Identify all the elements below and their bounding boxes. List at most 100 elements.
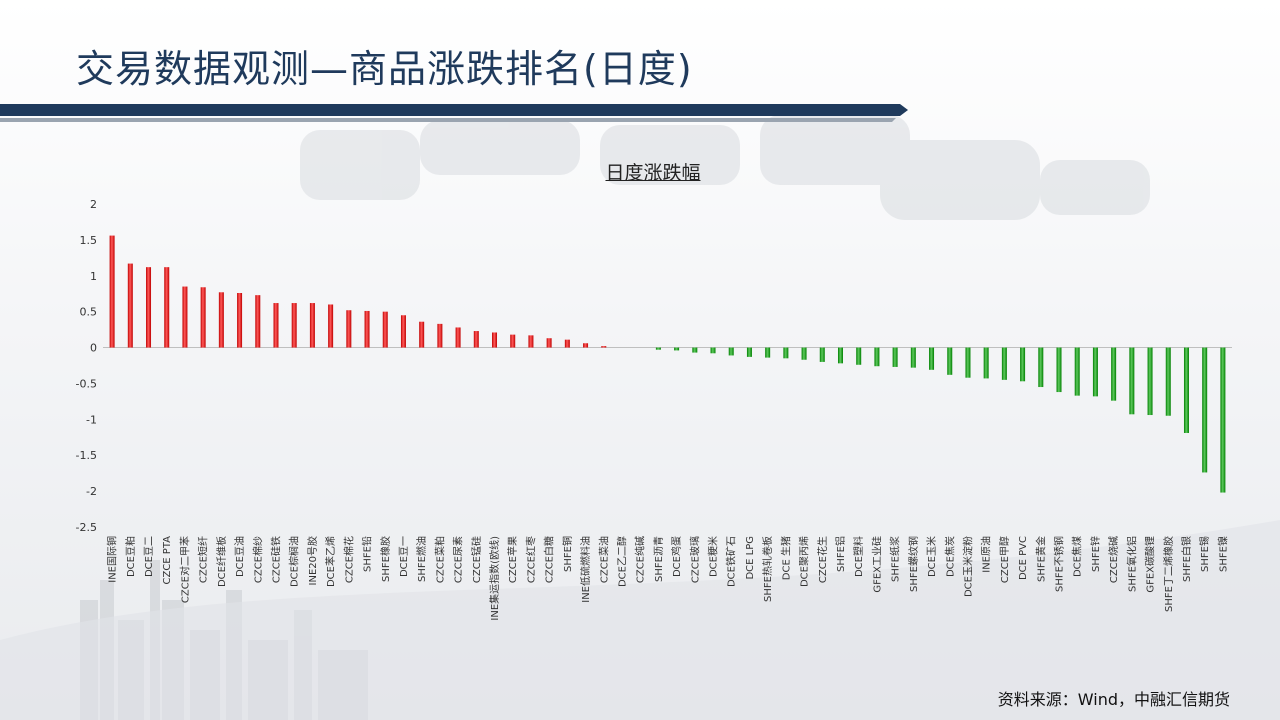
x-tick-label: CZCE硅铁 bbox=[269, 536, 282, 583]
bar bbox=[692, 347, 698, 353]
x-tick-label: CZCE对二甲苯 bbox=[178, 536, 191, 603]
bar bbox=[455, 327, 461, 348]
bar bbox=[437, 323, 443, 348]
x-tick-label: SHFE氧化铝 bbox=[1125, 536, 1138, 592]
x-tick-label: CZCE锰硅 bbox=[470, 536, 483, 583]
page-title: 交易数据观测—商品涨跌排名(日度) bbox=[76, 47, 693, 91]
bar bbox=[182, 286, 188, 348]
x-tick-label: SHFE铅 bbox=[361, 536, 374, 572]
x-tick-label: CZCE短纤 bbox=[197, 536, 210, 583]
x-tick-label: DCE LPG bbox=[745, 536, 756, 580]
bar bbox=[510, 334, 516, 348]
bar bbox=[146, 267, 152, 348]
x-tick-label: DCE棕榈油 bbox=[288, 536, 301, 587]
y-tick-label: -2.5 bbox=[76, 521, 97, 534]
x-tick-label: CZCE菜粕 bbox=[433, 536, 446, 583]
bar bbox=[1129, 347, 1135, 415]
bar bbox=[419, 321, 425, 348]
bar bbox=[291, 303, 297, 348]
x-tick-label: SHFE丁二烯橡胶 bbox=[1162, 536, 1175, 612]
bar bbox=[1202, 347, 1208, 473]
x-tick-label: SHFE沥青 bbox=[652, 536, 665, 582]
x-tick-label: CZCE棉纱 bbox=[251, 536, 264, 583]
bar bbox=[273, 303, 279, 348]
x-tick-label: CZCE纯碱 bbox=[634, 536, 647, 583]
bar bbox=[601, 346, 607, 348]
x-tick-label: CZCE甲醇 bbox=[998, 536, 1011, 583]
y-tick-label: 1.5 bbox=[80, 234, 98, 247]
x-tick-label: SHFE镍 bbox=[1216, 536, 1229, 572]
x-tick-label: CZCE玻璃 bbox=[688, 536, 701, 583]
bar bbox=[127, 263, 133, 348]
x-tick-label: SHFE螺纹钢 bbox=[907, 536, 920, 592]
x-tick-label: INE原油 bbox=[980, 536, 993, 573]
x-tick-label: DCE豆二 bbox=[143, 536, 155, 577]
x-tick-label: GFEX工业硅 bbox=[870, 536, 883, 593]
y-tick-label: -1.5 bbox=[76, 449, 97, 462]
x-tick-label: SHFE铝 bbox=[835, 536, 847, 572]
x-tick-label: INE20号胶 bbox=[306, 536, 319, 585]
x-tick-label: CZCE尿素 bbox=[452, 536, 465, 583]
bar bbox=[583, 343, 589, 348]
x-tick-label: DCE铁矿石 bbox=[725, 536, 738, 587]
bar bbox=[801, 347, 807, 360]
bar bbox=[819, 347, 825, 362]
bar bbox=[1092, 347, 1098, 397]
bar bbox=[255, 295, 261, 348]
x-tick-label: SHFE锌 bbox=[1089, 536, 1102, 572]
x-tick-label: SHFE纸浆 bbox=[889, 536, 902, 582]
x-tick-label: DCE纤维板 bbox=[215, 536, 228, 587]
x-tick-label: DCE豆粕 bbox=[124, 536, 137, 577]
x-tick-label: CZCE花生 bbox=[816, 536, 829, 583]
y-tick-label: 2 bbox=[90, 198, 97, 211]
x-tick-label: DCE塑料 bbox=[852, 536, 865, 577]
x-tick-label: INE低硫燃料油 bbox=[579, 536, 592, 603]
x-tick-label: DCE豆一 bbox=[398, 536, 410, 577]
bar bbox=[1183, 347, 1189, 433]
x-tick-label: DCE苯乙烯 bbox=[324, 536, 337, 587]
bar bbox=[1020, 347, 1026, 382]
x-tick-label: CZCE白糖 bbox=[543, 536, 556, 583]
x-tick-label: DCE鸡蛋 bbox=[670, 536, 683, 577]
x-tick-label: DCE粳米 bbox=[707, 536, 720, 577]
bar bbox=[783, 347, 789, 359]
x-tick-label: DCE聚丙烯 bbox=[798, 536, 811, 587]
y-tick-label: 0 bbox=[90, 342, 97, 355]
x-tick-label: SHFE燃油 bbox=[415, 536, 428, 582]
y-tick-label: -2 bbox=[86, 485, 97, 498]
bar bbox=[200, 287, 206, 348]
y-tick-label: -1 bbox=[86, 413, 97, 426]
bar bbox=[947, 347, 953, 375]
x-tick-label: SHFE白银 bbox=[1180, 536, 1193, 582]
bar bbox=[892, 347, 898, 367]
bar bbox=[382, 311, 388, 348]
bar bbox=[856, 347, 862, 365]
x-tick-label: INE国际铜 bbox=[107, 536, 119, 583]
x-tick-label: DCE玉米 bbox=[925, 536, 938, 577]
x-tick-label: CZCE PTA bbox=[162, 536, 173, 585]
bar bbox=[655, 347, 661, 350]
bar bbox=[1165, 347, 1171, 416]
bar bbox=[564, 339, 570, 348]
bar bbox=[929, 347, 935, 370]
x-tick-label: SHFE铜 bbox=[562, 536, 574, 572]
x-tick-label: DCE PVC bbox=[1018, 536, 1029, 580]
bar bbox=[910, 347, 916, 368]
bar bbox=[837, 347, 843, 364]
bar bbox=[874, 347, 880, 367]
x-tick-label: SHFE不锈钢 bbox=[1053, 536, 1066, 592]
x-tick-label: SHFE热轧卷板 bbox=[761, 536, 774, 602]
y-tick-label: 1 bbox=[90, 270, 97, 283]
slide-header: 交易数据观测—商品涨跌排名(日度) bbox=[0, 0, 1280, 118]
x-tick-label: CZCE红枣 bbox=[524, 536, 537, 583]
bar bbox=[1111, 347, 1117, 401]
x-tick-label: DCE 生猪 bbox=[779, 536, 792, 580]
bar bbox=[164, 267, 170, 348]
bar bbox=[746, 347, 752, 357]
bar bbox=[1220, 347, 1226, 493]
bar bbox=[473, 331, 479, 348]
x-tick-label: CZCE棉花 bbox=[342, 536, 355, 583]
bar bbox=[710, 347, 716, 354]
